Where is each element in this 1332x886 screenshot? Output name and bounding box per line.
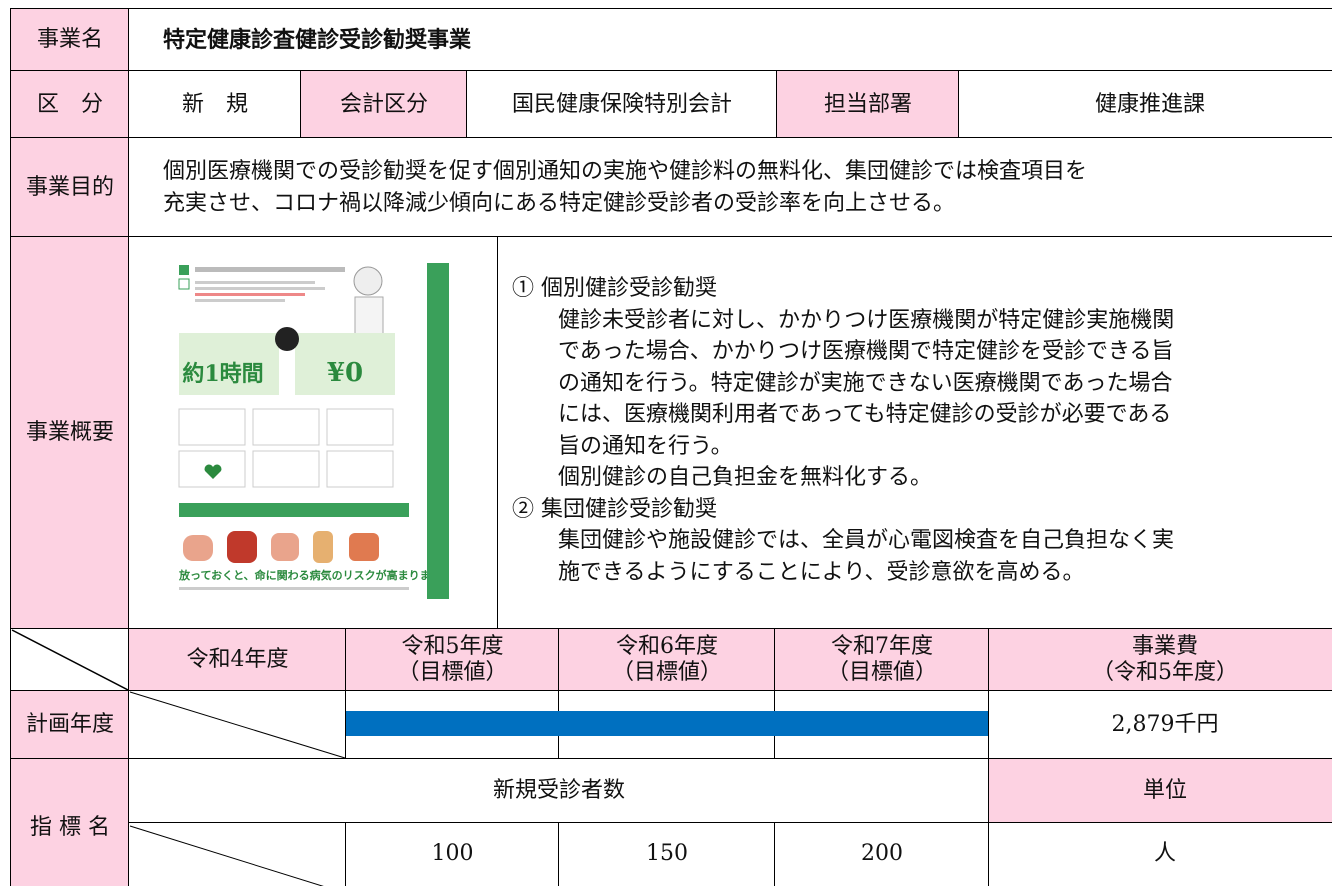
text-line: 旨の通知を行う。 bbox=[558, 433, 733, 459]
target-value: 150 bbox=[558, 822, 776, 886]
purpose-text: 個別医療機関での受診勧奨を促す個別通知の実施や健診料の無料化、集団健診では検査項… bbox=[128, 137, 1332, 238]
flyer-text: 約1時間 bbox=[182, 361, 263, 387]
target-value: 100 bbox=[345, 822, 560, 886]
note: （令和5年度） bbox=[1092, 660, 1238, 685]
label-cell: 計画年度 bbox=[10, 690, 130, 760]
flyer-image: 約1時間 ¥0 放っておくと、命に関わる病気のリスクが高まります。 bbox=[163, 253, 453, 603]
blank-cell bbox=[10, 628, 130, 692]
blank-cell bbox=[128, 822, 347, 886]
section-heading: ① 個別健診受診勧奨 bbox=[512, 276, 717, 301]
target-value: 200 bbox=[774, 822, 990, 886]
year-header: 令和6年度 （目標値） bbox=[558, 628, 776, 692]
value-cell: 国民健康保険特別会計 bbox=[466, 70, 778, 139]
note: （目標値） bbox=[611, 660, 722, 685]
label-cell: 事業概要 bbox=[10, 236, 130, 630]
label-cell: 会計区分 bbox=[300, 70, 468, 139]
text-line: 健診未受診者に対し、かかりつけ医療機関が特定健診実施機関 bbox=[558, 307, 1175, 333]
text-line: には、医療機関利用者であっても特定健診の受診が必要である bbox=[558, 402, 1172, 427]
note: （目標値） bbox=[397, 660, 508, 685]
unit-value: 人 bbox=[988, 822, 1332, 886]
project-title: 特定健康診査健診受診勧奨事業 bbox=[128, 8, 1332, 72]
cost-value: 2,879千円 bbox=[988, 690, 1332, 760]
note: （目標値） bbox=[826, 660, 937, 685]
year: 令和4年度 bbox=[186, 647, 289, 672]
text-line: 個別健診の自己負担金を無料化する。 bbox=[558, 465, 933, 490]
year-header: 令和7年度 （目標値） bbox=[774, 628, 990, 692]
cost-title: 事業費 bbox=[1131, 634, 1198, 659]
cost-header: 事業費 （令和5年度） bbox=[988, 628, 1332, 692]
value-cell: 健康推進課 bbox=[958, 70, 1332, 139]
label-cell: 単位 bbox=[988, 758, 1332, 824]
text-line: 集団健診や施設健診では、全員が心電図検査を自己負担なく実 bbox=[558, 528, 1175, 553]
label-cell: 指 標 名 bbox=[10, 758, 130, 886]
blank-cell bbox=[128, 690, 347, 760]
section-heading: ② 集団健診受診勧奨 bbox=[512, 496, 717, 522]
label-cell: 区 分 bbox=[10, 70, 130, 139]
year: 令和7年度 bbox=[831, 634, 933, 659]
image-cell: 約1時間 ¥0 放っておくと、命に関わる病気のリスクが高まります。 bbox=[128, 236, 499, 630]
year: 令和6年度 bbox=[616, 634, 718, 659]
label-cell: 事業名 bbox=[10, 8, 130, 72]
flyer-text: ¥0 bbox=[327, 358, 363, 388]
value-cell: 新 規 bbox=[128, 70, 302, 139]
text-line: 施できるようにすることにより、受診意欲を高める。 bbox=[558, 559, 1085, 585]
overview-text: ① 個別健診受診勧奨 健診未受診者に対し、かかりつけ医療機関が特定健診実施機関 … bbox=[497, 236, 1332, 630]
year-header: 令和4年度 bbox=[128, 628, 347, 692]
label-cell: 担当部署 bbox=[776, 70, 960, 139]
indicator-name: 新規受診者数 bbox=[128, 758, 990, 824]
year-header: 令和5年度 （目標値） bbox=[345, 628, 560, 692]
text-line: 充実させ、コロナ禍以降減少傾向にある特定健診受診者の受診率を向上させる。 bbox=[163, 190, 956, 216]
flyer-text: 放っておくと、命に関わる病気のリスクが高まります。 bbox=[178, 568, 452, 582]
year: 令和5年度 bbox=[401, 634, 504, 659]
plan-period-bar bbox=[346, 711, 988, 736]
text-line: 個別医療機関での受診勧奨を促す個別通知の実施や健診料の無料化、集団健診では検査項… bbox=[163, 158, 1088, 184]
text-line: の通知を行う。特定健診が実施できない医療機関であった場合 bbox=[558, 370, 1173, 396]
text-line: であった場合、かかりつけ医療機関で特定健診を受診できる旨 bbox=[558, 339, 1174, 364]
label-cell: 事業目的 bbox=[10, 137, 130, 238]
